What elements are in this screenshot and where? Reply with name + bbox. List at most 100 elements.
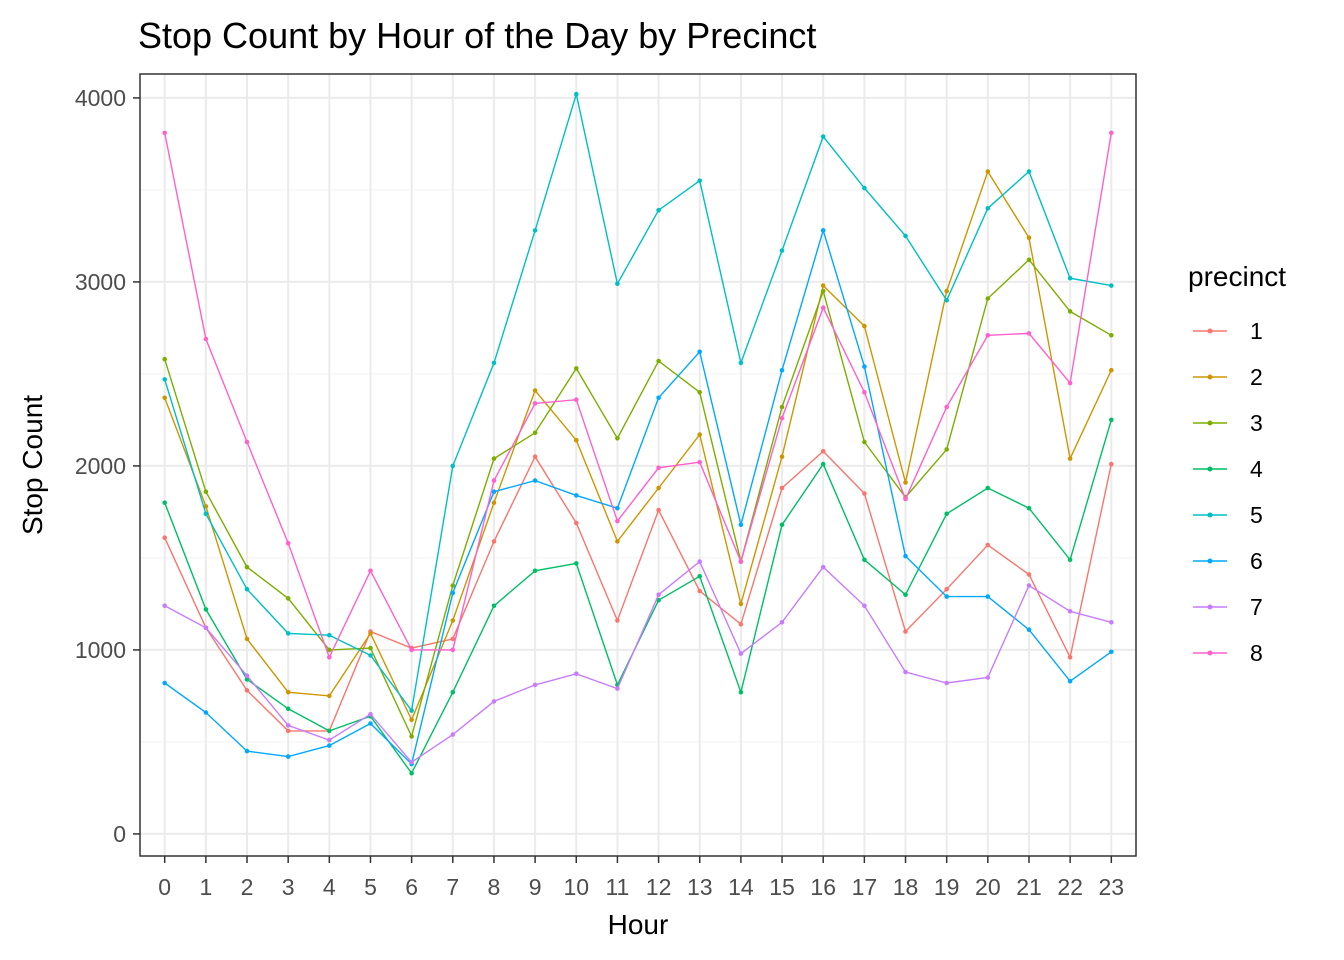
data-point <box>409 647 414 653</box>
data-point <box>574 91 579 97</box>
data-point <box>615 436 620 441</box>
data-point <box>162 377 167 382</box>
data-point <box>944 594 949 599</box>
x-tick-label: 0 <box>158 874 171 900</box>
data-point <box>1109 283 1114 288</box>
data-point <box>368 645 373 651</box>
data-point <box>944 586 949 592</box>
data-point <box>903 592 908 597</box>
legend-label: 6 <box>1250 548 1263 574</box>
data-point <box>409 708 414 713</box>
data-point <box>697 432 702 437</box>
legend-title: precinct <box>1188 261 1286 292</box>
data-point <box>532 401 538 406</box>
x-tick-label: 19 <box>934 874 960 900</box>
data-point <box>327 632 332 638</box>
data-point <box>162 356 167 362</box>
data-point <box>985 169 991 174</box>
data-point <box>532 454 538 460</box>
data-point <box>327 728 332 734</box>
legend-key-point <box>1207 650 1213 656</box>
legend-label: 3 <box>1250 410 1263 436</box>
x-tick-label: 23 <box>1099 874 1125 900</box>
y-tick-label: 1000 <box>75 637 126 663</box>
data-point <box>697 559 702 564</box>
x-tick-label: 13 <box>687 874 713 900</box>
legend-items: 1 2 3 4 5 6 7 8 <box>1193 318 1263 666</box>
data-point <box>244 673 250 678</box>
data-point <box>738 559 744 564</box>
data-point <box>820 564 826 570</box>
data-point <box>820 283 826 288</box>
legend: precinct 1 2 3 4 5 6 7 8 <box>1188 261 1286 666</box>
data-point <box>450 618 456 623</box>
data-point <box>244 636 250 642</box>
data-point <box>656 507 661 513</box>
data-point <box>820 461 826 467</box>
data-point <box>697 349 702 355</box>
data-point <box>779 415 785 421</box>
data-point <box>1109 367 1114 373</box>
data-point <box>327 647 332 653</box>
data-point <box>491 456 497 461</box>
data-point <box>491 603 497 609</box>
data-point <box>244 677 250 682</box>
data-point <box>656 592 661 597</box>
data-point <box>450 583 456 588</box>
data-point <box>491 360 497 366</box>
data-point <box>820 305 826 311</box>
legend-key-point <box>1207 512 1213 518</box>
data-point <box>203 336 209 342</box>
data-point <box>862 390 867 395</box>
data-point <box>1109 649 1114 655</box>
data-point <box>1109 333 1114 338</box>
data-point <box>903 553 908 559</box>
data-point <box>368 721 373 726</box>
data-point <box>903 496 908 502</box>
x-tick-label: 2 <box>241 874 254 900</box>
x-tick-label: 5 <box>364 874 377 900</box>
data-point <box>285 596 291 601</box>
data-point <box>244 439 250 445</box>
series-layer <box>162 91 1114 776</box>
data-point <box>244 586 250 592</box>
data-point <box>532 388 538 393</box>
data-point <box>1026 572 1032 577</box>
x-tick-label: 10 <box>563 874 589 900</box>
y-tick-label: 2000 <box>75 453 126 479</box>
legend-key-point <box>1207 374 1213 380</box>
data-point <box>409 717 414 723</box>
y-tick-label: 3000 <box>75 269 126 295</box>
grid-lines <box>140 74 1136 856</box>
data-point <box>491 500 497 506</box>
data-point <box>1109 461 1114 467</box>
x-tick-label: 7 <box>446 874 459 900</box>
data-point <box>1109 130 1114 136</box>
x-tick-label: 17 <box>852 874 878 900</box>
data-point <box>1067 456 1073 461</box>
data-point <box>820 228 826 233</box>
data-point <box>779 248 785 253</box>
data-point <box>162 395 167 401</box>
legend-label: 8 <box>1250 640 1263 666</box>
series-3 <box>162 257 1114 739</box>
data-point <box>738 601 744 607</box>
data-point <box>697 588 702 594</box>
data-point <box>820 448 826 454</box>
data-point <box>985 296 991 301</box>
plot-area <box>139 73 1137 857</box>
x-tick-label: 22 <box>1057 874 1083 900</box>
data-point <box>532 430 538 436</box>
data-point <box>738 522 744 528</box>
series-line-3 <box>164 258 1112 739</box>
x-tick-label: 11 <box>605 874 629 900</box>
legend-label: 4 <box>1250 456 1263 482</box>
series-line-2 <box>164 169 1112 722</box>
data-point <box>574 366 579 371</box>
data-point <box>162 535 167 540</box>
data-point <box>738 621 744 627</box>
data-point <box>244 748 250 754</box>
data-point <box>903 233 908 239</box>
legend-item-6: 6 <box>1193 548 1263 574</box>
series-6 <box>162 227 1114 767</box>
